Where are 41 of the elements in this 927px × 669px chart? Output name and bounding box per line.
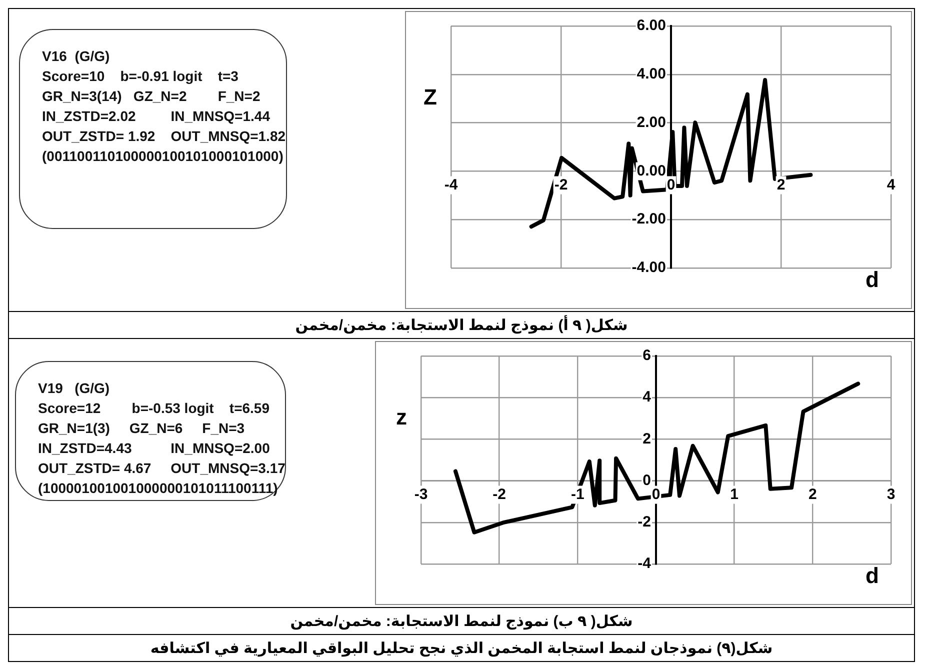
x-tick-label: -2 [492, 486, 506, 503]
y-tick-label: -2 [638, 514, 651, 531]
x-tick-label: 1 [730, 486, 739, 503]
y-tick-label: 0.00 [636, 162, 666, 180]
text: (001100110100000100101000101000) [42, 147, 284, 166]
y-tick-label: 0 [642, 472, 651, 489]
text: V16 (G/G) [42, 47, 111, 66]
y-tick-label: -4.00 [632, 259, 666, 276]
text: GR_N=1(3) GZ_N=6 F_N=3 [38, 419, 246, 438]
x-axis-title: d [866, 563, 879, 588]
text: OUT_ZSTD= 4.67 OUT_MNSQ=3.17 [38, 459, 286, 478]
y-tick-label: 2.00 [636, 114, 666, 131]
x-tick-label: -3 [414, 486, 428, 503]
text: شكل(٩) نموذجان لنمط استجابة المخمن الذي نجح تحليل البواقي المعيارية في اكتشافه [9, 634, 914, 661]
y-tick-label: 6.00 [636, 17, 666, 34]
text: شكل( ٩ ب) نموذج لنمط الاستجابة: مخمن/مخمن [9, 607, 914, 634]
text: Score=10 b=-0.91 logit t=3 [42, 67, 240, 86]
x-tick-label: 4 [886, 176, 896, 194]
y-tick-label: 6 [642, 347, 651, 364]
text: (100001001001000000101011100111) [38, 479, 279, 498]
y-tick-label: 2 [642, 430, 651, 448]
y-tick-label: 4.00 [636, 66, 666, 83]
x-tick-label: 3 [886, 486, 896, 503]
x-axis-title: d [866, 267, 879, 292]
x-tick-label: 2 [808, 486, 817, 503]
x-tick-label: -1 [570, 486, 584, 503]
text: شكل( ٩ أ) نموذج لنمط الاستجابة: مخمن/مخمن [9, 311, 914, 338]
text: IN_ZSTD=4.43 IN_MNSQ=2.00 [38, 439, 271, 458]
y-tick-label: 4 [642, 388, 652, 406]
text: GR_N=3(14) GZ_N=2 F_N=2 [42, 87, 262, 106]
text: OUT_ZSTD= 1.92 OUT_MNSQ=1.82 [42, 127, 286, 146]
y-tick-label: -4 [638, 555, 652, 572]
y-axis-title: z [396, 404, 407, 430]
text: Score=12 b=-0.53 logit t=6.59 [38, 399, 270, 418]
x-tick-label: -2 [554, 176, 568, 194]
text: V19 (G/G) [38, 379, 111, 398]
x-tick-label: -4 [444, 176, 458, 194]
x-tick-label: 2 [776, 176, 786, 194]
y-axis-title: Z [424, 84, 437, 110]
text: IN_ZSTD=2.02 IN_MNSQ=1.44 [42, 107, 271, 126]
y-tick-label: -2.00 [632, 210, 666, 228]
